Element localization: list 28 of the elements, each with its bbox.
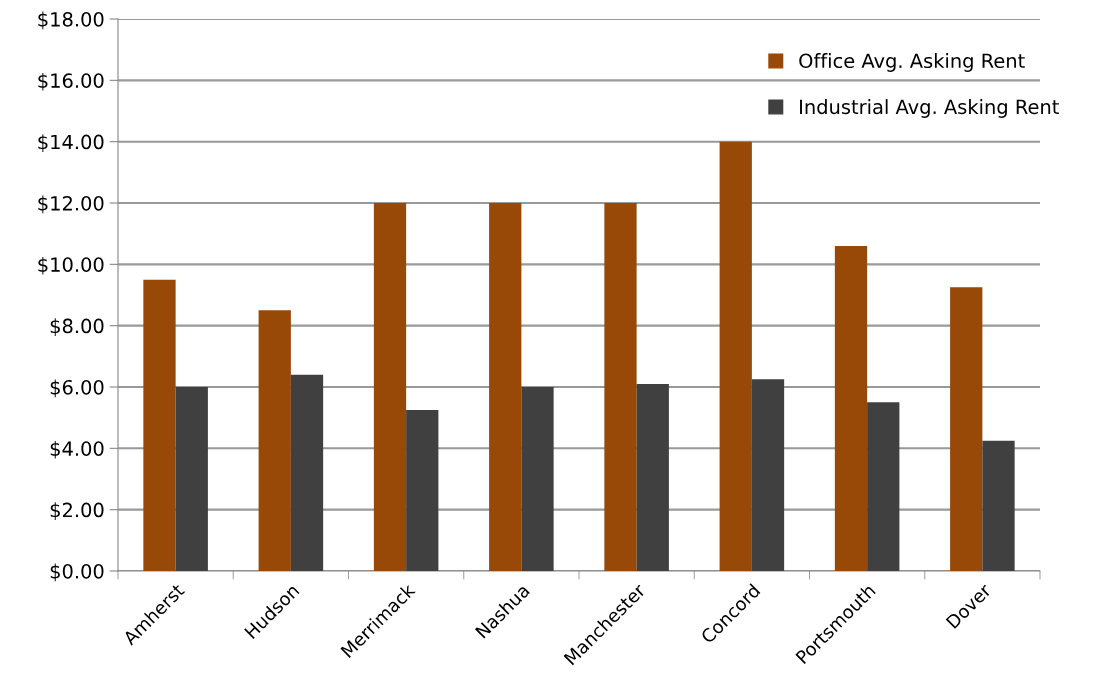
legend-label: Office Avg. Asking Rent <box>799 53 1025 72</box>
y-tick-label: $6.00 <box>50 379 104 398</box>
bar <box>751 379 785 571</box>
bar <box>604 203 637 571</box>
bar <box>290 374 324 571</box>
y-tick-label: $14.00 <box>38 134 104 152</box>
bar <box>950 287 983 571</box>
y-tick-label: $16.00 <box>38 72 104 91</box>
y-tick-label: $8.00 <box>50 318 104 336</box>
y-tick-label: $4.00 <box>50 440 104 459</box>
bar <box>636 383 669 571</box>
bar <box>719 141 752 571</box>
y-tick-label: $2.00 <box>50 502 104 520</box>
y-tick-label: $10.00 <box>38 256 104 275</box>
bar <box>867 402 900 571</box>
bar <box>373 203 407 571</box>
bar <box>489 203 522 571</box>
bar <box>175 387 208 571</box>
bar <box>143 279 176 571</box>
bar <box>258 310 291 571</box>
bar <box>834 245 868 571</box>
y-tick-label: $18.00 <box>38 11 104 30</box>
bar <box>406 410 439 571</box>
bar <box>982 440 1015 571</box>
y-tick-label: $12.00 <box>38 195 104 214</box>
legend-label: Industrial Avg. Asking Rent <box>800 99 1059 118</box>
bar <box>521 387 554 571</box>
y-tick-label: $0.00 <box>50 563 104 582</box>
